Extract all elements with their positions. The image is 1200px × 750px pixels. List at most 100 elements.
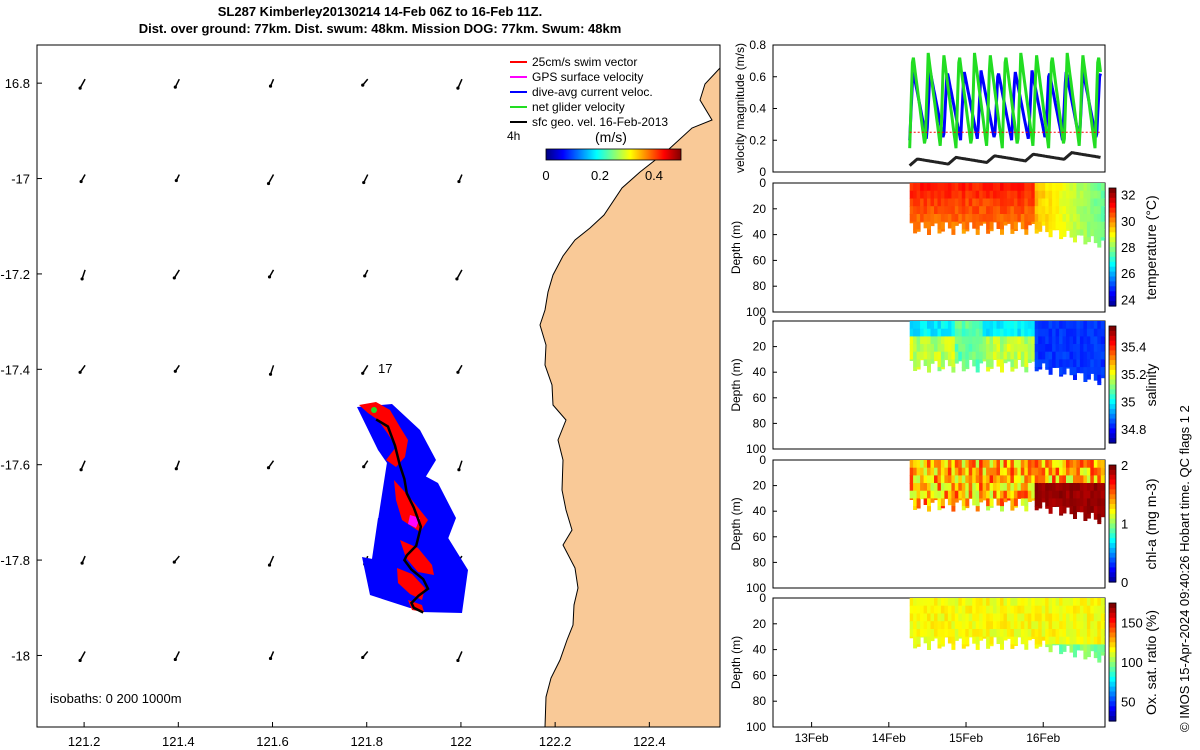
temperature-cell [920,221,925,223]
salinity-colorbar-segment [1109,428,1116,434]
chlorophyll-cell [923,475,928,484]
salinity-depth-tick-label: 40 [753,365,767,379]
chlorophyll-colorbar-segment [1109,523,1116,529]
chlorophyll-cell [954,460,959,469]
chlorophyll-depth-tick-label: 100 [746,581,766,595]
salinity-cell [1041,359,1046,364]
oxygen-cell [1073,629,1077,638]
chlorophyll-cell [940,460,945,469]
salinity-cell [1062,351,1067,360]
chlorophyll-cell [996,490,1001,499]
chlorophyll-cell [1045,498,1050,507]
chlorophyll-cell [1048,475,1053,484]
oxygen-cell [1069,598,1074,607]
oxygen-cell [1083,644,1088,653]
chlorophyll-cell [951,460,956,469]
chlorophyll-cell [975,460,980,469]
salinity-colorbar-segment [1109,379,1116,386]
temperature-cell [913,206,918,215]
temperature-cell [986,183,991,192]
oxygen-colorbar-segment [1109,607,1116,614]
chlorophyll-cell [1097,490,1102,499]
chlorophyll-colorbar-tick-label: 1 [1121,517,1128,532]
salinity-cell [965,328,970,337]
salinity-cell [1013,367,1018,369]
salinity-colorbar-tick-label: 35 [1121,395,1135,410]
salinity-cell [1100,321,1105,330]
chlorophyll-cell [1000,490,1004,499]
oxygen-cell [947,629,952,638]
chlorophyll-cell [930,498,935,503]
salinity-cell [1006,344,1011,353]
chlorophyll-cell [913,467,918,476]
geo-velocity-arrowhead [456,658,460,663]
chlorophyll-cell [1079,467,1084,476]
chlorophyll-cell [1076,490,1081,499]
temperature-cell [1066,183,1070,192]
chlorophyll-cell [930,490,935,499]
salinity-cell [940,321,945,330]
oxygen-colorbar-segment [1109,642,1116,648]
salinity-cell [972,351,977,360]
temperature-cell [1052,190,1057,199]
temperature-cell [920,198,925,207]
oxygen-cell [1076,636,1081,645]
chlorophyll-cell [993,490,997,499]
geo-velocity-arrowhead [173,369,177,373]
temperature-cell [1100,214,1105,223]
chlorophyll-cell [1013,506,1018,508]
temperature-cell [1055,206,1060,215]
salinity-colorbar-segment [1109,369,1116,376]
chlorophyll-cell [989,460,994,469]
chlorophyll-cell [1031,460,1036,469]
temperature-cell [916,221,921,230]
oxygen-cell [979,605,984,614]
oxygen-cell [1013,613,1018,622]
salinity-cell [1027,351,1032,360]
geo-velocity-vector [79,651,86,661]
oxygen-cell [954,629,959,638]
chlorophyll-cell [1093,513,1098,520]
chlorophyll-cell [989,467,994,476]
temperature-cell [1017,198,1022,207]
salinity-cell [1020,359,1025,367]
temperature-cell [930,190,935,199]
salinity-cell [979,328,984,337]
oxygen-cell [1041,598,1046,607]
chlorophyll-cell [965,490,970,499]
salinity-cell [1097,321,1102,330]
salinity-cell [989,351,994,360]
chlorophyll-cell [951,506,956,512]
temperature-cell [989,206,994,215]
oxygen-cell [982,598,987,607]
map-panel: 121.2 121.4 121.6 121.8 122 122.2 122.416.8-17… [0,44,721,749]
temperature-cell [1073,221,1077,230]
salinity-cell [958,321,963,330]
geo-velocity-arrowhead [173,85,177,89]
temperature-cell [1086,237,1091,243]
salinity-cell [1006,321,1011,330]
chlorophyll-cell [937,467,942,476]
salinity-cell [1006,351,1011,360]
chlorophyll-cell [940,490,945,499]
salinity-cell [909,321,914,330]
temperature-cell [1052,198,1057,207]
temperature-cell [961,198,966,207]
salinity-cell [1052,344,1057,353]
time-axis-tick-label: 13Feb [795,731,829,745]
temperature-cell [927,221,931,230]
salinity-cell [1055,367,1060,368]
salinity-cell [1013,359,1018,368]
oxygen-cell [913,613,918,622]
temperature-cell [1000,221,1004,230]
oxygen-colorbar-segment [1109,657,1116,663]
temperature-cell [930,198,935,207]
temperature-cell [1090,190,1095,199]
salinity-cell [1045,328,1050,337]
temperature-cell [916,183,921,192]
chlorophyll-cell [1069,483,1074,492]
salinity-cell [989,344,994,353]
salinity-cell [1083,374,1088,382]
salinity-cell [1086,321,1091,330]
chlorophyll-cell [965,467,970,476]
